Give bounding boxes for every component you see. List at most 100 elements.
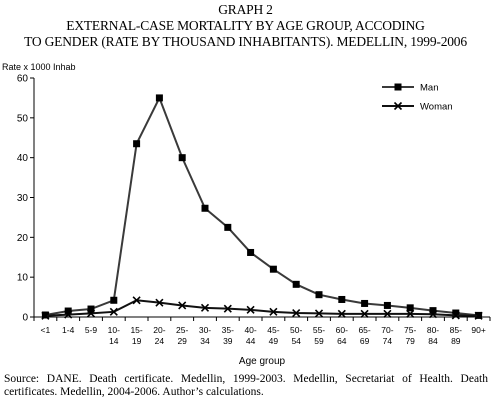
x-tick-label: 25-29 — [176, 325, 188, 346]
series-line-woman — [45, 299, 479, 317]
x-tick-label-line: 45- — [267, 325, 279, 335]
x-marker-stroke — [109, 307, 118, 316]
data-point-man — [292, 280, 300, 288]
x-axis-label: Age group — [239, 356, 286, 367]
data-point-man — [383, 301, 391, 309]
x-marker-stroke — [178, 301, 187, 310]
x-tick-label: 20-24 — [153, 325, 165, 346]
legend-label-man: Man — [420, 83, 438, 94]
x-marker-stroke — [223, 304, 232, 313]
x-tick-label-line: 55- — [313, 325, 325, 335]
data-point-woman — [132, 296, 141, 305]
x-marker-stroke — [383, 309, 392, 318]
x-tick-label: 10-14 — [108, 325, 120, 346]
source-note: Source: DANE. Death certificate. Medelli… — [4, 373, 488, 398]
data-point-man — [338, 295, 346, 303]
x-tick-label-line: 5-9 — [85, 325, 98, 335]
x-tick-label-line: 80- — [427, 325, 439, 335]
chart-title-line-2: TO GENDER (RATE BY THOUSAND INHABITANTS)… — [24, 34, 467, 49]
data-point-woman — [41, 311, 50, 320]
x-tick-label-line: 84 — [428, 336, 438, 346]
data-point-man — [406, 304, 414, 312]
x-tick-label: 85-89 — [450, 325, 462, 346]
series-layer — [41, 94, 483, 320]
x-marker-stroke — [314, 309, 324, 318]
data-point-man — [133, 140, 141, 148]
x-tick-label-line: 90+ — [471, 325, 485, 335]
x-tick-label-line: 34 — [200, 336, 210, 346]
y-tick-label: 0 — [22, 313, 28, 324]
data-point-woman — [155, 298, 164, 307]
x-tick-label: 45-49 — [267, 325, 279, 346]
x-marker-stroke — [451, 311, 460, 320]
data-point-man — [429, 307, 437, 315]
x-tick-label-line: <1 — [41, 325, 51, 335]
y-tick-label: 50 — [17, 113, 29, 124]
x-tick-label-line: 20- — [153, 325, 165, 335]
data-point-man — [452, 309, 460, 317]
x-tick-label: 50-54 — [290, 325, 302, 346]
x-tick-label: <1 — [41, 325, 51, 335]
x-marker-stroke — [292, 308, 301, 318]
data-point-woman — [292, 308, 301, 318]
x-tick-label-line: 74 — [383, 336, 393, 346]
x-tick-label-line: 54 — [291, 336, 301, 346]
data-point-woman — [200, 303, 210, 312]
x-tick-label: 55-59 — [313, 325, 325, 346]
x-marker-stroke — [86, 309, 96, 318]
y-axis: 0 10 20 30 40 50 60 — [17, 74, 35, 324]
data-point-man — [224, 223, 232, 231]
legend-label-woman: Woman — [420, 102, 453, 113]
x-marker-stroke — [64, 310, 73, 319]
x-tick-label-line: 59 — [314, 336, 324, 346]
data-point-woman — [474, 311, 483, 320]
data-point-woman — [406, 309, 415, 318]
data-point-man — [315, 291, 323, 299]
x-tick-label: 65-69 — [358, 325, 370, 346]
x-tick-label-line: 60- — [336, 325, 348, 335]
data-point-man — [64, 307, 72, 315]
data-point-woman — [314, 309, 324, 318]
x-marker-stroke — [41, 311, 50, 320]
data-point-man — [110, 296, 118, 304]
x-tick-label-line: 89 — [451, 336, 461, 346]
x-tick-label-line: 14 — [109, 336, 119, 346]
y-tick-label: 40 — [17, 153, 29, 164]
x-tick-label-line: 35- — [222, 325, 234, 335]
x-marker-stroke — [155, 298, 164, 307]
data-point-woman — [223, 304, 232, 313]
legend: Man Woman — [382, 83, 453, 113]
x-tick-label-line: 49 — [269, 336, 279, 346]
x-tick-label: 30-34 — [199, 325, 211, 346]
x-marker-stroke — [200, 303, 210, 312]
graph-label: GRAPH 2 — [218, 2, 273, 17]
x-tick-label-line: 65- — [358, 325, 370, 335]
line-chart: Rate x 1000 Inhab 0 10 20 30 40 50 60 <1 1-4 5-9… — [2, 62, 491, 367]
data-point-woman — [337, 309, 346, 318]
x-tick-label-line: 25- — [176, 325, 188, 335]
data-point-woman — [428, 310, 438, 319]
data-point-woman — [383, 309, 392, 318]
data-point-woman — [360, 309, 369, 318]
x-tick-label-line: 44 — [246, 336, 256, 346]
x-tick-label-line: 10- — [108, 325, 120, 335]
data-point-man — [269, 265, 277, 273]
data-point-woman — [269, 307, 278, 316]
data-point-man — [155, 94, 163, 102]
data-point-woman — [451, 311, 460, 320]
x-tick-label-line: 50- — [290, 325, 302, 335]
data-point-woman — [64, 310, 73, 319]
x-tick-label-line: 64 — [337, 336, 347, 346]
x-tick-label: 5-9 — [85, 325, 98, 335]
x-tick-label: 80-84 — [427, 325, 439, 346]
x-tick-label: 60-64 — [336, 325, 348, 346]
data-point-woman — [109, 307, 118, 316]
y-tick-label: 20 — [17, 233, 29, 244]
x-marker-stroke — [246, 305, 255, 314]
legend-marker-man — [394, 83, 402, 91]
x-tick-label: 90+ — [471, 325, 485, 335]
x-tick-label: 35-39 — [222, 325, 234, 346]
x-tick-label-line: 30- — [199, 325, 211, 335]
chart-title-line-1: EXTERNAL-CASE MORTALITY BY AGE GROUP, AC… — [66, 18, 425, 33]
x-tick-label-line: 1-4 — [62, 325, 75, 335]
